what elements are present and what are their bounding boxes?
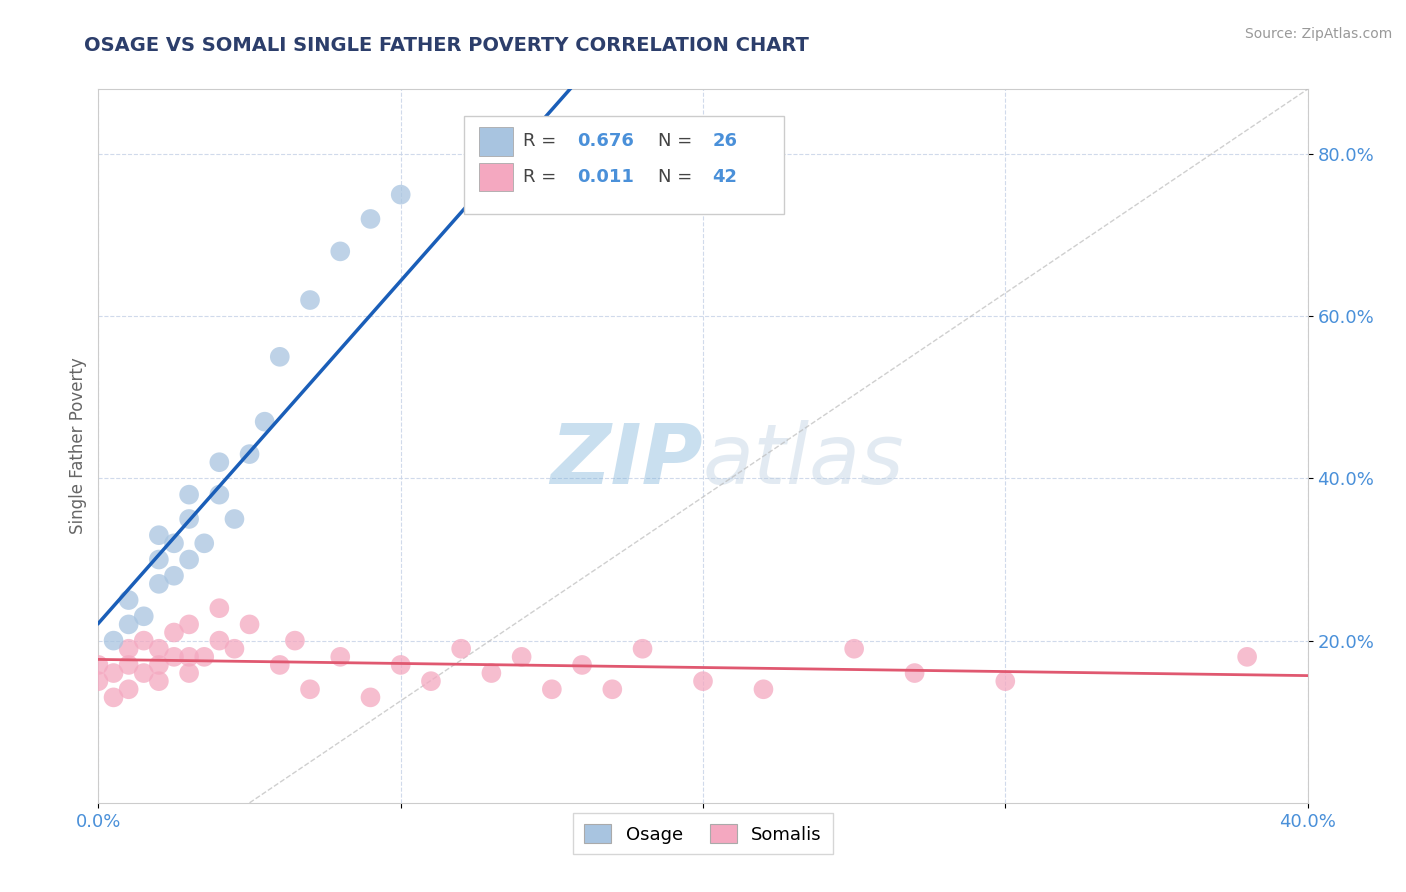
Point <box>692 674 714 689</box>
Point <box>239 447 262 461</box>
Text: N =: N = <box>658 168 699 186</box>
Point <box>208 633 231 648</box>
Point <box>132 633 155 648</box>
Point <box>360 690 382 705</box>
Point <box>904 666 927 681</box>
Point <box>163 568 186 582</box>
Point <box>179 666 201 681</box>
Point <box>163 625 186 640</box>
Text: OSAGE VS SOMALI SINGLE FATHER POVERTY CORRELATION CHART: OSAGE VS SOMALI SINGLE FATHER POVERTY CO… <box>84 36 810 54</box>
Point <box>224 512 246 526</box>
Point <box>179 488 201 502</box>
FancyBboxPatch shape <box>479 162 513 191</box>
Point <box>148 657 170 672</box>
Point <box>118 657 141 672</box>
Point <box>118 593 141 607</box>
Point <box>148 577 170 591</box>
Point <box>148 552 170 566</box>
Point <box>208 488 231 502</box>
Point <box>299 682 322 697</box>
Point <box>631 641 654 656</box>
Point <box>179 617 201 632</box>
Point <box>602 682 624 697</box>
Text: atlas: atlas <box>703 420 904 500</box>
Point <box>163 536 186 550</box>
Text: 26: 26 <box>713 132 738 150</box>
Point <box>329 649 352 664</box>
Point <box>481 666 503 681</box>
Point <box>360 211 382 226</box>
Point <box>269 350 291 364</box>
Point <box>450 641 472 656</box>
Point <box>239 617 262 632</box>
Point <box>389 187 412 202</box>
Point <box>269 657 291 672</box>
Point <box>253 415 276 429</box>
Point <box>103 690 125 705</box>
Point <box>752 682 775 697</box>
Point <box>118 617 141 632</box>
Text: R =: R = <box>523 132 562 150</box>
Point <box>193 649 215 664</box>
Point <box>103 666 125 681</box>
Point <box>132 666 155 681</box>
Text: Source: ZipAtlas.com: Source: ZipAtlas.com <box>1244 27 1392 41</box>
Point <box>1236 649 1258 664</box>
Point <box>481 163 503 178</box>
Legend: Osage, Somalis: Osage, Somalis <box>574 814 832 855</box>
Point <box>179 512 201 526</box>
Point <box>571 657 593 672</box>
Point <box>148 528 170 542</box>
Point <box>844 641 866 656</box>
Text: N =: N = <box>658 132 699 150</box>
Text: 0.676: 0.676 <box>578 132 634 150</box>
Point <box>510 649 533 664</box>
Point <box>179 649 201 664</box>
Text: 0.011: 0.011 <box>578 168 634 186</box>
Point <box>540 147 562 161</box>
Point <box>208 455 231 469</box>
Point <box>420 674 443 689</box>
Text: ZIP: ZIP <box>550 420 703 500</box>
Point <box>87 657 110 672</box>
Point <box>148 674 170 689</box>
Point <box>224 641 246 656</box>
Point <box>329 244 352 259</box>
FancyBboxPatch shape <box>479 127 513 155</box>
Point <box>148 641 170 656</box>
FancyBboxPatch shape <box>464 116 785 214</box>
Point <box>389 657 412 672</box>
Point <box>132 609 155 624</box>
Point <box>208 601 231 615</box>
Text: R =: R = <box>523 168 562 186</box>
Point <box>284 633 307 648</box>
Point <box>193 536 215 550</box>
Point <box>540 682 562 697</box>
Point <box>631 131 654 145</box>
Y-axis label: Single Father Poverty: Single Father Poverty <box>69 358 87 534</box>
Point <box>103 633 125 648</box>
Point <box>299 293 322 307</box>
Point <box>994 674 1017 689</box>
Point <box>163 649 186 664</box>
Text: 42: 42 <box>713 168 738 186</box>
Point <box>179 552 201 566</box>
Point <box>118 682 141 697</box>
Point <box>87 674 110 689</box>
Point <box>118 641 141 656</box>
